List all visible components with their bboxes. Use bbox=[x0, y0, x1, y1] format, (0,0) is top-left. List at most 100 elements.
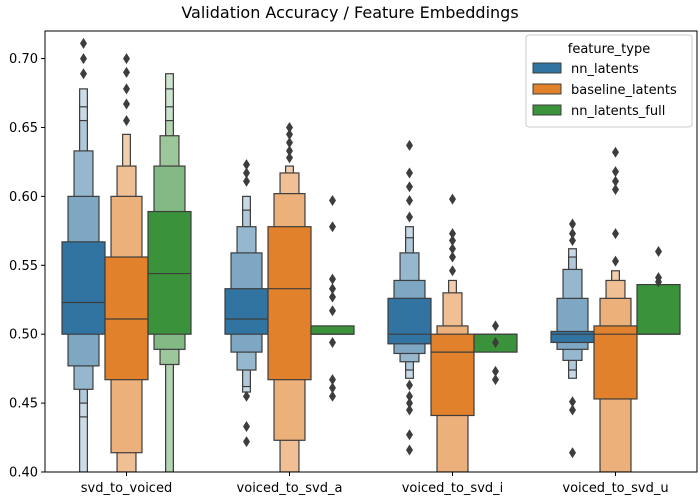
outlier-point-nn_latents-voiced_to_svd_i-5 bbox=[406, 379, 413, 391]
outlier-point-nn_latents-svd_to_voiced-1 bbox=[80, 53, 87, 65]
outlier-point-nn_latents_full-voiced_to_svd_a-3 bbox=[329, 283, 336, 295]
outlier-point-baseline_latents-voiced_to_svd_a-0 bbox=[286, 152, 293, 164]
y-tick-label: 0.65 bbox=[9, 121, 38, 136]
y-axis: 0.40 0.45 0.50 0.55 0.60 0.65 0.70 bbox=[9, 52, 45, 481]
outlier-point-nn_latents_full-voiced_to_svd_a-6 bbox=[329, 336, 336, 348]
box-level-nn_latents_full-voiced_to_svd_u-0 bbox=[636, 283, 681, 335]
x-tick-label: voiced_to_svd_i bbox=[402, 481, 504, 496]
outlier-point-nn_latents-voiced_to_svd_i-3 bbox=[406, 167, 413, 179]
outlier-point-nn_latents_full-voiced_to_svd_u-2 bbox=[655, 276, 662, 288]
y-tick-label: 0.40 bbox=[9, 466, 38, 481]
outlier-point-baseline_latents-svd_to_voiced-3 bbox=[123, 66, 130, 78]
outlier-point-nn_latents-voiced_to_svd_i-8 bbox=[406, 404, 413, 416]
outlier-point-baseline_latents-svd_to_voiced-4 bbox=[123, 53, 130, 65]
outlier-point-baseline_latents-voiced_to_svd_a-1 bbox=[286, 145, 293, 157]
legend-swatch-nn_latents_full bbox=[532, 104, 562, 116]
outlier-point-nn_latents-voiced_to_svd_u-3 bbox=[569, 396, 576, 408]
outlier-point-baseline_latents-voiced_to_svd_i-4 bbox=[449, 228, 456, 240]
outlier-point-nn_latents-voiced_to_svd_a-4 bbox=[243, 421, 250, 433]
outlier-point-baseline_latents-voiced_to_svd_u-3 bbox=[612, 175, 619, 187]
outlier-point-nn_latents-voiced_to_svd_i-7 bbox=[406, 397, 413, 409]
box-level-baseline_latents-voiced_to_svd_a-0 bbox=[267, 226, 312, 381]
outlier-point-baseline_latents-voiced_to_svd_a-4 bbox=[286, 121, 293, 133]
outlier-point-baseline_latents-voiced_to_svd_u-2 bbox=[612, 183, 619, 195]
outlier-point-baseline_latents-voiced_to_svd_u-0 bbox=[612, 255, 619, 267]
outlier-point-nn_latents_full-voiced_to_svd_a-8 bbox=[329, 382, 336, 394]
axes-frame bbox=[44, 30, 698, 473]
x-tick-label: voiced_to_svd_a bbox=[237, 481, 343, 496]
legend-title: feature_type bbox=[568, 42, 650, 57]
outlier-point-nn_latents-svd_to_voiced-0 bbox=[80, 68, 87, 80]
outlier-point-nn_latents-voiced_to_svd_i-10 bbox=[406, 444, 413, 456]
legend-label-nn_latents: nn_latents bbox=[571, 62, 639, 77]
box-level-baseline_latents-svd_to_voiced-0 bbox=[104, 256, 149, 381]
outlier-point-nn_latents_full-voiced_to_svd_a-5 bbox=[329, 305, 336, 317]
box-level-nn_latents-voiced_to_svd_i-0 bbox=[387, 297, 432, 345]
outlier-point-nn_latents-voiced_to_svd_i-9 bbox=[406, 429, 413, 441]
outlier-point-baseline_latents-voiced_to_svd_i-1 bbox=[449, 251, 456, 263]
y-tick-label: 0.45 bbox=[9, 397, 38, 412]
outlier-point-baseline_latents-voiced_to_svd_i-0 bbox=[449, 265, 456, 277]
outlier-point-nn_latents-voiced_to_svd_i-4 bbox=[406, 139, 413, 151]
outlier-point-nn_latents-voiced_to_svd_i-0 bbox=[406, 211, 413, 223]
outlier-point-nn_latents-svd_to_voiced-2 bbox=[80, 37, 87, 49]
outlier-point-baseline_latents-voiced_to_svd_i-3 bbox=[449, 234, 456, 246]
box-level-baseline_latents-voiced_to_svd_i-0 bbox=[430, 333, 475, 417]
outlier-point-nn_latents-voiced_to_svd_u-4 bbox=[569, 404, 576, 416]
outlier-point-nn_latents-voiced_to_svd_a-2 bbox=[243, 159, 250, 171]
y-tick-label: 0.55 bbox=[9, 259, 38, 274]
legend: feature_type nn_latents baseline_latentsnn… bbox=[525, 34, 693, 128]
outlier-point-nn_latents-voiced_to_svd_a-5 bbox=[243, 436, 250, 448]
outlier-point-baseline_latents-voiced_to_svd_i-5 bbox=[449, 193, 456, 205]
box-level-nn_latents_full-voiced_to_svd_a-0 bbox=[310, 325, 355, 335]
outlier-point-nn_latents-voiced_to_svd_a-1 bbox=[243, 167, 250, 179]
outlier-point-nn_latents-voiced_to_svd_u-1 bbox=[569, 228, 576, 240]
outlier-point-baseline_latents-voiced_to_svd_u-4 bbox=[612, 166, 619, 178]
outlier-point-nn_latents-voiced_to_svd_i-1 bbox=[406, 195, 413, 207]
x-axis: svd_to_voiced voiced_to_svd_a voiced_to_sv… bbox=[81, 472, 669, 496]
outlier-point-baseline_latents-voiced_to_svd_a-2 bbox=[286, 137, 293, 149]
outlier-point-nn_latents-voiced_to_svd_u-0 bbox=[569, 234, 576, 246]
outlier-point-baseline_latents-svd_to_voiced-0 bbox=[123, 115, 130, 127]
outlier-point-nn_latents_full-voiced_to_svd_i-0 bbox=[492, 320, 499, 332]
box-level-baseline_latents-voiced_to_svd_u-0 bbox=[593, 325, 638, 400]
outlier-point-nn_latents_full-voiced_to_svd_a-2 bbox=[329, 273, 336, 285]
y-tick-label: 0.70 bbox=[9, 52, 38, 67]
outlier-point-baseline_latents-voiced_to_svd_i-2 bbox=[449, 243, 456, 255]
outlier-point-nn_latents_full-voiced_to_svd_u-0 bbox=[655, 246, 662, 257]
outlier-point-nn_latents-voiced_to_svd_i-6 bbox=[406, 390, 413, 402]
legend-swatch-baseline_latents bbox=[532, 83, 562, 95]
outlier-point-nn_latents-voiced_to_svd_a-3 bbox=[243, 390, 250, 402]
outlier-point-nn_latents_full-voiced_to_svd_a-0 bbox=[329, 195, 336, 207]
outlier-point-nn_latents_full-voiced_to_svd_i-3 bbox=[492, 374, 499, 386]
x-tick-label: svd_to_voiced bbox=[81, 481, 172, 496]
plot-area bbox=[44, 30, 698, 473]
x-tick-label: voiced_to_svd_u bbox=[562, 481, 668, 496]
outlier-point-nn_latents_full-voiced_to_svd_a-4 bbox=[329, 291, 336, 303]
outlier-point-baseline_latents-svd_to_voiced-1 bbox=[123, 98, 130, 110]
outlier-point-baseline_latents-svd_to_voiced-2 bbox=[123, 83, 130, 95]
y-tick-label: 0.60 bbox=[9, 190, 38, 205]
box-level-nn_latents_full-svd_to_voiced-0 bbox=[147, 210, 192, 335]
outlier-point-nn_latents_full-voiced_to_svd_i-2 bbox=[492, 365, 499, 377]
outlier-point-nn_latents-voiced_to_svd_a-0 bbox=[243, 175, 250, 187]
outlier-point-baseline_latents-voiced_to_svd_u-1 bbox=[612, 228, 619, 240]
outlier-point-baseline_latents-voiced_to_svd_u-5 bbox=[612, 146, 619, 158]
chart-title: Validation Accuracy / Feature Embeddings bbox=[181, 3, 518, 22]
outlier-point-nn_latents-voiced_to_svd_u-2 bbox=[569, 218, 576, 230]
legend-swatch-nn_latents bbox=[532, 62, 562, 74]
outlier-point-nn_latents_full-voiced_to_svd_i-1 bbox=[492, 336, 499, 348]
y-tick-label: 0.50 bbox=[9, 328, 38, 343]
outlier-point-nn_latents-voiced_to_svd_i-2 bbox=[406, 181, 413, 193]
outlier-point-nn_latents_full-voiced_to_svd_a-9 bbox=[329, 390, 336, 402]
box-level-nn_latents-voiced_to_svd_a-0 bbox=[224, 288, 269, 335]
legend-label-baseline_latents: baseline_latents bbox=[571, 83, 677, 98]
outlier-point-nn_latents-voiced_to_svd_u-5 bbox=[569, 447, 576, 459]
legend-frame bbox=[525, 34, 693, 128]
box-level-nn_latents-svd_to_voiced-0 bbox=[61, 241, 106, 335]
outlier-point-nn_latents_full-voiced_to_svd_a-7 bbox=[329, 374, 336, 386]
outlier-point-nn_latents_full-voiced_to_svd_a-1 bbox=[329, 221, 336, 233]
legend-label-nn_latents_full: nn_latents_full bbox=[571, 104, 665, 119]
outlier-point-baseline_latents-voiced_to_svd_a-3 bbox=[286, 128, 293, 140]
